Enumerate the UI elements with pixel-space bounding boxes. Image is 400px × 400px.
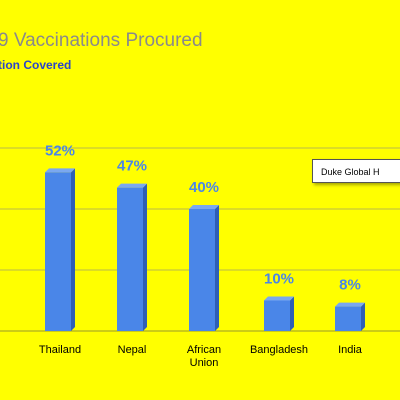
data-label: 52% [45, 142, 75, 159]
data-label: 10% [264, 271, 294, 288]
bar-side [215, 205, 219, 331]
data-label: 8% [339, 277, 361, 294]
data-label: 40% [189, 179, 219, 196]
category-label: Thailand [39, 344, 81, 356]
category-label-line: India [338, 344, 363, 356]
bar-side [71, 168, 75, 331]
category-label: African Union [187, 344, 221, 369]
chart-title: 9 Vaccinations Procured [0, 30, 203, 51]
data-label: 47% [117, 158, 147, 175]
bar-top [335, 302, 365, 307]
category-label: Bangladesh [250, 344, 308, 356]
category-label-line: Thailand [39, 344, 81, 356]
bar [264, 300, 290, 331]
bar-top [264, 296, 294, 301]
category-label-line: Nepal [118, 344, 147, 356]
bar-top [45, 168, 75, 173]
bar [117, 187, 143, 331]
category-label: India [338, 344, 363, 356]
bar [189, 209, 215, 331]
category-label-line: Bangladesh [250, 344, 308, 356]
category-label-line: African [187, 344, 221, 356]
bar-side [361, 302, 365, 331]
bar-top [117, 183, 147, 188]
bar [45, 172, 71, 331]
bar [335, 306, 361, 331]
bar-top [189, 205, 219, 209]
bar-side [290, 296, 294, 331]
bar-side [143, 183, 147, 331]
legend-box: Duke Global H [312, 159, 400, 183]
category-label-line: Union [190, 357, 219, 369]
category-label: Nepal [118, 344, 147, 356]
chart-subtitle: tion Covered [0, 58, 72, 72]
